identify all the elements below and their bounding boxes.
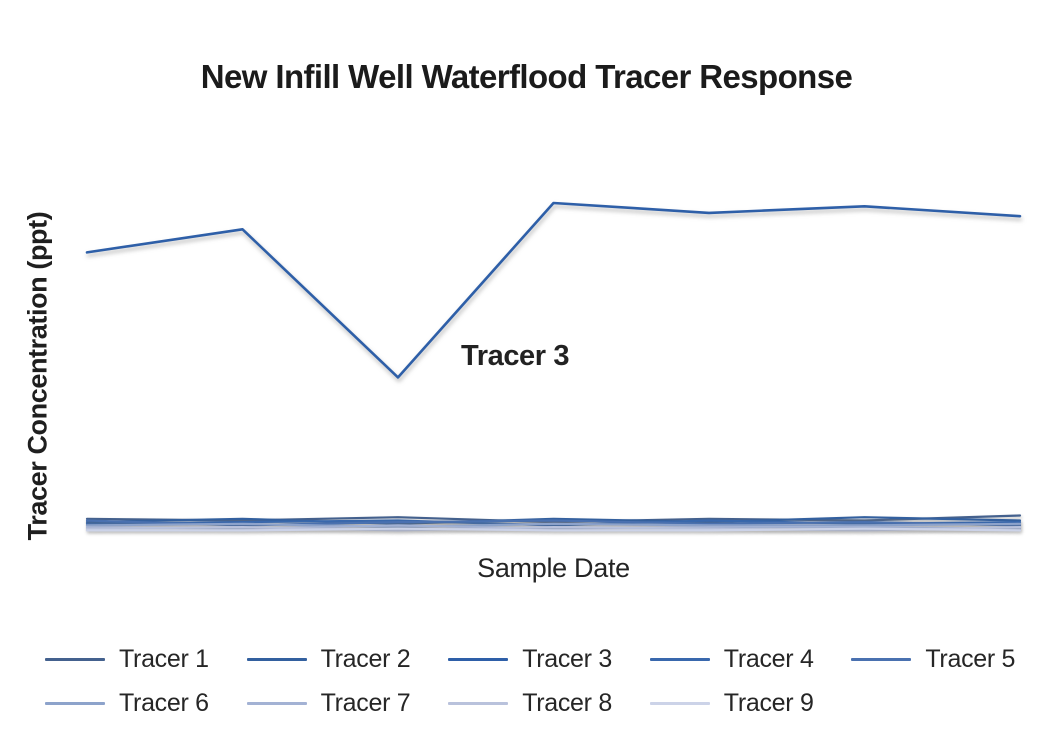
chart-title: New Infill Well Waterflood Tracer Respon… [200,58,853,95]
legend-item-tracer-9: Tracer 9 [649,688,852,719]
legend-label-tracer-4: Tracer 4 [723,645,814,673]
legend-label-tracer-3: Tracer 3 [522,645,612,673]
series-line-tracer-3 [85,201,1022,379]
x-axis-label: Sample Date [477,553,630,583]
legend-swatch-tracer-1 [45,658,105,661]
legend-swatch-tracer-9 [649,702,710,705]
legend-label-tracer-1: Tracer 1 [119,645,209,673]
legend-swatch-tracer-4 [649,658,710,661]
legend: Tracer 1 Tracer 2 Tracer 3 Tracer 4 Tracer 5… [45,644,1053,719]
series-line-tracer-1 [85,514,1022,524]
tracer-3-annotation: Tracer 3 [461,340,570,372]
series-line-tracer-2 [85,516,1022,525]
legend-item-tracer-8: Tracer 8 [448,688,650,719]
series-line-tracer-6 [85,522,1022,529]
legend-swatch-tracer-8 [448,702,509,705]
legend-item-tracer-1: Tracer 1 [45,644,247,675]
legend-swatch-tracer-7 [246,702,307,705]
series-line-tracer-7 [85,524,1022,530]
legend-swatch-tracer-3 [448,658,509,661]
legend-label-tracer-7: Tracer 7 [320,689,411,717]
legend-item-tracer-3: Tracer 3 [448,644,650,675]
legend-swatch-tracer-5 [851,658,912,661]
legend-item-tracer-2: Tracer 2 [246,644,449,675]
legend-item-tracer-6: Tracer 6 [45,688,247,719]
legend-item-tracer-7: Tracer 7 [246,688,449,719]
series-line-tracer-8 [85,525,1022,532]
legend-item-tracer-5: Tracer 5 [851,644,1053,675]
series-line-tracer-9 [85,527,1022,532]
legend-label-tracer-6: Tracer 6 [119,689,209,717]
legend-label-tracer-9: Tracer 9 [723,689,814,717]
legend-label-tracer-5: Tracer 5 [925,645,1016,673]
legend-swatch-tracer-2 [246,658,307,661]
legend-label-tracer-2: Tracer 2 [320,645,411,673]
legend-swatch-tracer-6 [45,702,105,705]
series-line-tracer-4 [85,519,1022,527]
series-line-tracer-5 [85,519,1022,527]
legend-label-tracer-8: Tracer 8 [522,689,612,717]
legend-item-tracer-4: Tracer 4 [649,644,852,675]
